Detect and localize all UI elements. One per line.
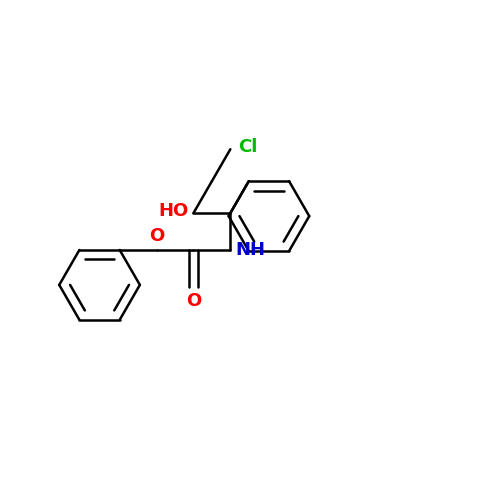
Text: NH: NH (236, 241, 265, 259)
Text: O: O (149, 227, 164, 245)
Text: HO: HO (158, 202, 188, 220)
Text: O: O (186, 292, 201, 310)
Text: Cl: Cl (238, 138, 257, 156)
